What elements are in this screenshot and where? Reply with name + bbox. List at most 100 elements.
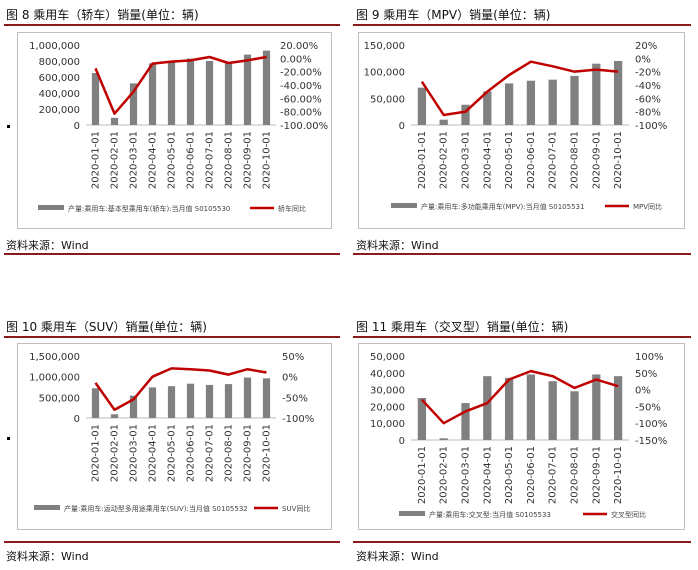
chart-frame: 1,500,000 1,000,000 500,000 0 50% 0% -50% -100%…: [17, 343, 332, 530]
x-tick-label: 2020-05-01: [504, 446, 515, 504]
x-tick-label: 2020-06-01: [526, 131, 537, 189]
bar: [167, 61, 176, 125]
x-tick-label: 2020-02-01: [439, 131, 450, 189]
legend-line-label: SUV同比: [282, 504, 310, 513]
x-tick-label: 2020-02-01: [110, 131, 121, 189]
x-tick-label: 2020-10-01: [262, 424, 273, 482]
bar: [205, 384, 214, 418]
figure-title: 图 11 乘用车（交叉型）销量(单位：辆): [356, 320, 569, 334]
right-tick-label: -80%: [635, 108, 661, 119]
x-tick-label: 2020-08-01: [570, 446, 581, 504]
right-tick-label: -100%: [282, 414, 314, 425]
figure-title: 图 10 乘用车（SUV）销量(单位：辆): [6, 320, 207, 334]
chart-svg: 50,000 40,000 30,000 20,000 10,000 0 100% 50% 0%…: [370, 352, 667, 519]
right-tick-label: -60.00%: [280, 94, 322, 105]
left-tick-label: 0: [399, 121, 405, 132]
bar: [483, 376, 492, 440]
x-tick-label: 2020-08-01: [224, 131, 235, 189]
left-tick-label: 200,000: [39, 105, 80, 116]
x-tick-label: 2020-03-01: [129, 424, 140, 482]
x-tick-label: 2020-10-01: [262, 131, 273, 189]
left-tick-label: 1,500,000: [29, 352, 80, 363]
right-tick-label: -40.00%: [280, 81, 322, 92]
bar: [439, 119, 448, 125]
bottom-rule: [353, 541, 691, 543]
left-tick-label: 400,000: [39, 89, 80, 100]
left-tick-label: 20,000: [370, 402, 405, 413]
bar: [186, 58, 195, 125]
x-tick-label: 2020-01-01: [91, 131, 102, 189]
x-tick-label: 2020-10-01: [613, 446, 624, 504]
bar: [592, 374, 601, 440]
bar: [461, 403, 470, 440]
x-tick-label: 2020-08-01: [224, 424, 235, 482]
bar: [262, 378, 271, 418]
series-line: [420, 60, 619, 117]
legend-line-label: 轿车同比: [278, 204, 306, 213]
bar: [224, 62, 233, 125]
bar: [148, 387, 157, 418]
x-tick-label: 2020-06-01: [186, 131, 197, 189]
source-note: 资料来源：Wind: [6, 550, 89, 563]
legend-line-label: MPV同比: [633, 202, 662, 211]
x-tick-label: 2020-04-01: [148, 424, 159, 482]
title-rule: [353, 336, 691, 338]
bar: [262, 50, 271, 125]
x-tick-label: 2020-01-01: [91, 424, 102, 482]
x-tick-label: 2020-09-01: [243, 424, 254, 482]
right-tick-label: 50%: [635, 369, 657, 380]
chart-frame: 50,000 40,000 30,000 20,000 10,000 0 100% 50% 0%…: [358, 343, 685, 530]
x-tick-label: 2020-05-01: [167, 131, 178, 189]
source-note: 资料来源：Wind: [356, 239, 439, 252]
legend-bar-swatch: [34, 505, 60, 510]
bar: [148, 63, 157, 125]
bar: [483, 91, 492, 125]
left-tick-label: 30,000: [370, 386, 405, 397]
bar: [504, 83, 514, 125]
bar: [224, 384, 233, 418]
x-tick-label: 2020-02-01: [110, 424, 121, 482]
x-tick-label: 2020-04-01: [148, 131, 159, 189]
legend-bar-label: 产量:乘用车:基本型乘用车(轿车):当月值 S0105530: [68, 204, 230, 213]
bar: [526, 80, 536, 125]
left-tick-label: 800,000: [39, 57, 80, 68]
x-tick-label: 2020-06-01: [186, 424, 197, 482]
x-tick-label: 2020-03-01: [461, 446, 472, 504]
legend-bar-label: 产量:乘用车:运动型多用途乘用车(SUV):当月值 S0105532: [64, 504, 248, 513]
left-tick-label: 0: [74, 121, 80, 132]
bar: [570, 75, 579, 125]
right-tick-label: -50%: [282, 393, 308, 404]
right-tick-label: 100%: [635, 352, 664, 363]
bar: [526, 374, 536, 440]
right-tick-label: -100.00%: [280, 121, 328, 132]
legend-line-label: 交叉型同比: [611, 510, 646, 519]
bar: [129, 83, 138, 125]
left-tick-label: 40,000: [370, 369, 405, 380]
series-line: [94, 367, 267, 411]
x-tick-label: 2020-07-01: [205, 424, 216, 482]
title-rule: [4, 336, 340, 338]
left-tick-label: 1,000,000: [29, 373, 80, 384]
left-tick-label: 100,000: [364, 68, 405, 79]
x-tick-label: 2020-01-01: [417, 131, 428, 189]
figure-title: 图 9 乘用车（MPV）销量(单位：辆): [356, 8, 551, 22]
x-tick-label: 2020-10-01: [613, 131, 624, 189]
bottom-rule: [4, 541, 340, 543]
right-tick-label: -60%: [635, 94, 661, 105]
x-tick-label: 2020-04-01: [482, 446, 493, 504]
chart-svg: 150,000 100,000 50,000 0 20% 0% -20% -40% -60% -8…: [364, 41, 668, 211]
bar: [91, 388, 100, 418]
bar: [167, 386, 176, 418]
title-rule: [353, 24, 691, 26]
paragraph-bullet: [7, 437, 10, 440]
chart-svg: 1,000,000 800,000 600,000 400,000 200,000 0 20…: [29, 41, 328, 213]
left-tick-label: 10,000: [370, 419, 405, 430]
paragraph-bullet: [7, 125, 10, 128]
left-tick-label: 1,000,000: [29, 41, 80, 52]
bar: [417, 398, 427, 440]
bar: [243, 377, 252, 418]
x-tick-label: 2020-09-01: [591, 131, 602, 189]
bar: [186, 383, 195, 418]
left-tick-label: 600,000: [39, 73, 80, 84]
legend-bar-swatch: [399, 511, 425, 516]
